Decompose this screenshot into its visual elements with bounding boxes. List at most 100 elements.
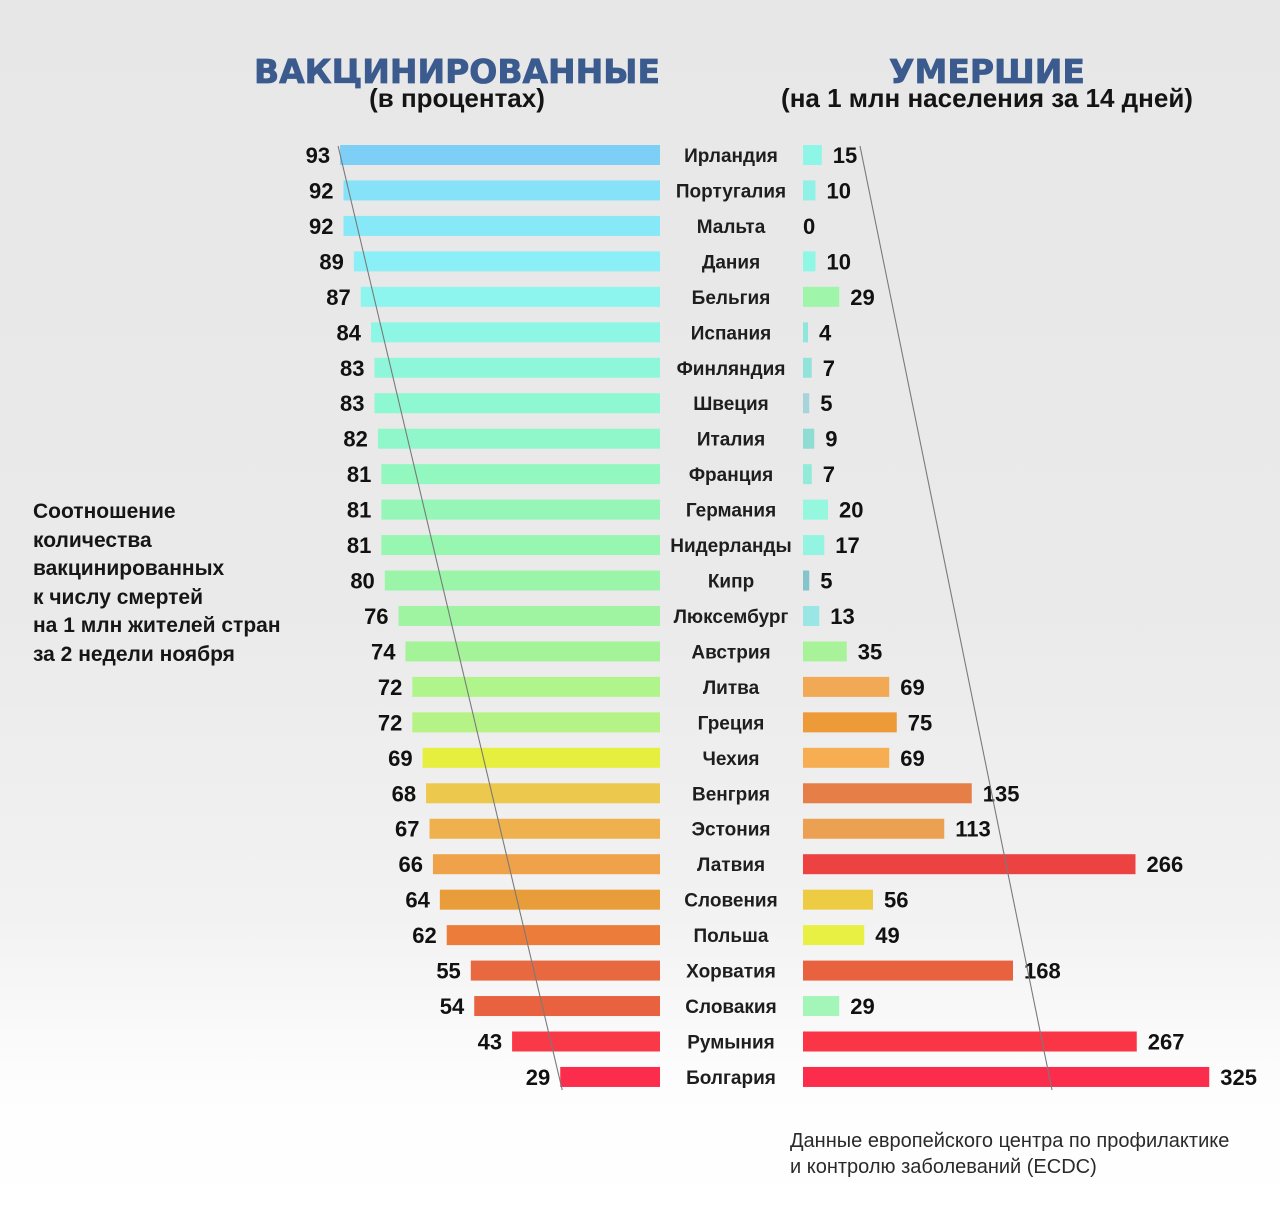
deaths-title: УМЕРШИЕ — [889, 52, 1086, 91]
country-label: Швеция — [693, 394, 769, 415]
note-line: количества — [33, 528, 152, 552]
country-row: 81 Нидерланды 17 — [347, 533, 860, 558]
vaccinated-bar — [343, 215, 660, 236]
deaths-value-label: 9 — [825, 427, 837, 452]
deaths-bar — [803, 428, 815, 449]
country-row: 83 Финляндия 7 — [340, 356, 835, 381]
vaccinated-bar — [381, 535, 660, 556]
vaccinated-value-label: 92 — [309, 214, 333, 239]
country-row: 54 Словакия 29 — [440, 994, 875, 1019]
country-row: 93 Ирландия 15 — [306, 143, 858, 168]
deaths-value-label: 113 — [955, 817, 991, 842]
country-label: Люксембург — [674, 607, 789, 628]
deaths-value-label: 325 — [1220, 1065, 1257, 1090]
vaccinated-bar — [360, 286, 660, 307]
country-row: 66 Латвия 266 — [398, 852, 1183, 877]
vaccinated-bar — [429, 818, 660, 839]
deaths-value-label: 75 — [908, 710, 932, 735]
deaths-bar — [803, 854, 1136, 875]
deaths-value-label: 29 — [850, 285, 874, 310]
deaths-value-label: 7 — [823, 356, 835, 381]
deaths-value-label: 0 — [803, 214, 815, 239]
country-label: Словения — [684, 891, 777, 912]
deaths-bar — [803, 393, 810, 414]
country-row: 92 Португалия 10 — [309, 178, 851, 203]
country-row: 74 Австрия 35 — [371, 639, 882, 664]
vaccinated-value-label: 43 — [478, 1030, 502, 1055]
vaccinated-bar — [371, 322, 660, 343]
deaths-bar — [803, 960, 1013, 981]
deaths-bar — [803, 357, 812, 378]
country-row: 81 Франция 7 — [347, 462, 835, 487]
deaths-bar — [803, 712, 897, 733]
vaccinated-bar — [398, 605, 660, 626]
vaccinated-bar — [432, 854, 660, 875]
vaccinated-value-label: 29 — [526, 1065, 550, 1090]
deaths-bar — [803, 180, 816, 201]
vaccinated-bar — [560, 1066, 660, 1087]
ratio-note: Соотношение количества вакцинированных к… — [33, 498, 281, 670]
deaths-value-label: 13 — [830, 604, 854, 629]
country-row: 72 Греция 75 — [378, 710, 932, 735]
deaths-bar — [803, 783, 972, 804]
country-label: Португалия — [676, 181, 786, 202]
vaccinated-value-label: 76 — [364, 604, 388, 629]
vaccinated-subtitle: (в процентах) — [369, 83, 545, 113]
deaths-value-label: 4 — [819, 320, 832, 345]
deaths-value-label: 267 — [1148, 1030, 1185, 1055]
country-label: Испания — [691, 323, 772, 344]
note-line: вакцинированных — [33, 557, 225, 581]
deaths-bar — [803, 1031, 1137, 1052]
vaccinated-value-label: 87 — [326, 285, 350, 310]
vaccinated-trend-line — [337, 145, 563, 1091]
deaths-bar — [803, 818, 945, 839]
country-label: Польша — [694, 926, 769, 947]
vaccinated-value-label: 67 — [395, 817, 419, 842]
vaccinated-value-label: 81 — [347, 533, 371, 558]
deaths-bar — [803, 925, 865, 946]
vaccinated-bar — [405, 641, 660, 662]
country-label: Словакия — [685, 997, 776, 1018]
vaccinated-value-label: 82 — [343, 427, 367, 452]
deaths-value-label: 29 — [850, 994, 874, 1019]
country-label: Болгария — [686, 1068, 776, 1089]
vaccinated-bar — [470, 960, 660, 981]
vaccinated-bar — [512, 1031, 660, 1052]
vaccinated-bar — [377, 428, 660, 449]
deaths-subtitle: (на 1 млн населения за 14 дней) — [781, 83, 1193, 113]
deaths-bar — [803, 641, 847, 662]
vaccinated-bar — [381, 499, 660, 520]
country-row: 82 Италия 9 — [343, 427, 837, 452]
deaths-value-label: 35 — [858, 639, 882, 664]
deaths-bar — [803, 251, 816, 272]
vaccinated-value-label: 64 — [405, 888, 430, 913]
country-label: Италия — [697, 430, 765, 451]
chart-rows: 93 Ирландия 15 92 Португалия 10 92 Мальта 0 89 Дан… — [306, 143, 1257, 1090]
deaths-value-label: 56 — [884, 888, 908, 913]
country-row: 72 Литва 69 — [378, 675, 925, 700]
vaccinated-bar — [422, 747, 660, 768]
vaccinated-value-label: 54 — [440, 994, 465, 1019]
vaccinated-bar — [426, 783, 660, 804]
deaths-bar — [803, 747, 890, 768]
country-row: 62 Польша 49 — [412, 923, 899, 948]
source-line: и контролю заболеваний (ECDC) — [790, 1156, 1097, 1178]
deaths-bar — [803, 499, 828, 520]
country-label: Германия — [686, 501, 776, 522]
deaths-bar — [803, 676, 890, 697]
vaccinated-value-label: 81 — [347, 498, 371, 523]
country-row: 76 Люксембург 13 — [364, 604, 855, 629]
deaths-value-label: 7 — [823, 462, 835, 487]
country-row: 68 Венгрия 135 — [392, 781, 1020, 806]
vaccinated-value-label: 84 — [337, 320, 362, 345]
deaths-bar — [803, 1066, 1210, 1087]
country-row: 84 Испания 4 — [337, 320, 832, 345]
country-row: 29 Болгария 325 — [526, 1065, 1257, 1090]
vaccinated-bar — [374, 357, 660, 378]
vaccinated-bar — [343, 180, 660, 201]
deaths-value-label: 49 — [875, 923, 899, 948]
vaccinated-value-label: 93 — [306, 143, 330, 168]
vaccinated-bar — [446, 925, 660, 946]
vaccinated-value-label: 72 — [378, 710, 402, 735]
